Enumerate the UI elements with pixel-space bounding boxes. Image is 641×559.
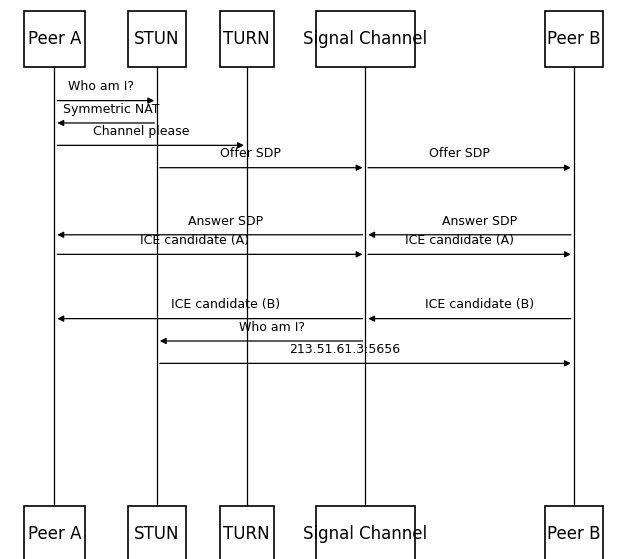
FancyBboxPatch shape <box>128 11 186 67</box>
Text: Symmetric NAT: Symmetric NAT <box>63 103 159 116</box>
Text: Signal Channel: Signal Channel <box>303 30 428 48</box>
FancyBboxPatch shape <box>545 506 603 559</box>
Text: Answer SDP: Answer SDP <box>442 215 517 228</box>
Text: 213.51.61.3:5656: 213.51.61.3:5656 <box>289 343 400 356</box>
Text: STUN: STUN <box>135 30 179 48</box>
Text: ICE candidate (A): ICE candidate (A) <box>404 234 513 247</box>
Text: Channel please: Channel please <box>93 125 189 138</box>
FancyBboxPatch shape <box>545 11 603 67</box>
Text: ICE candidate (B): ICE candidate (B) <box>426 299 535 311</box>
Text: ICE candidate (A): ICE candidate (A) <box>140 234 249 247</box>
FancyBboxPatch shape <box>24 506 85 559</box>
Text: ICE candidate (B): ICE candidate (B) <box>171 299 280 311</box>
Text: TURN: TURN <box>224 525 270 543</box>
FancyBboxPatch shape <box>128 506 186 559</box>
Text: Answer SDP: Answer SDP <box>188 215 263 228</box>
Text: Peer A: Peer A <box>28 525 81 543</box>
Text: Who am I?: Who am I? <box>68 80 133 93</box>
Text: Who am I?: Who am I? <box>238 321 304 334</box>
Text: STUN: STUN <box>135 525 179 543</box>
Text: Offer SDP: Offer SDP <box>429 148 490 160</box>
FancyBboxPatch shape <box>315 11 415 67</box>
Text: Peer B: Peer B <box>547 30 601 48</box>
Text: Peer A: Peer A <box>28 30 81 48</box>
Text: Signal Channel: Signal Channel <box>303 525 428 543</box>
Text: Offer SDP: Offer SDP <box>221 148 281 160</box>
Text: TURN: TURN <box>224 30 270 48</box>
FancyBboxPatch shape <box>24 11 85 67</box>
FancyBboxPatch shape <box>219 506 274 559</box>
FancyBboxPatch shape <box>219 11 274 67</box>
FancyBboxPatch shape <box>315 506 415 559</box>
Text: Peer B: Peer B <box>547 525 601 543</box>
